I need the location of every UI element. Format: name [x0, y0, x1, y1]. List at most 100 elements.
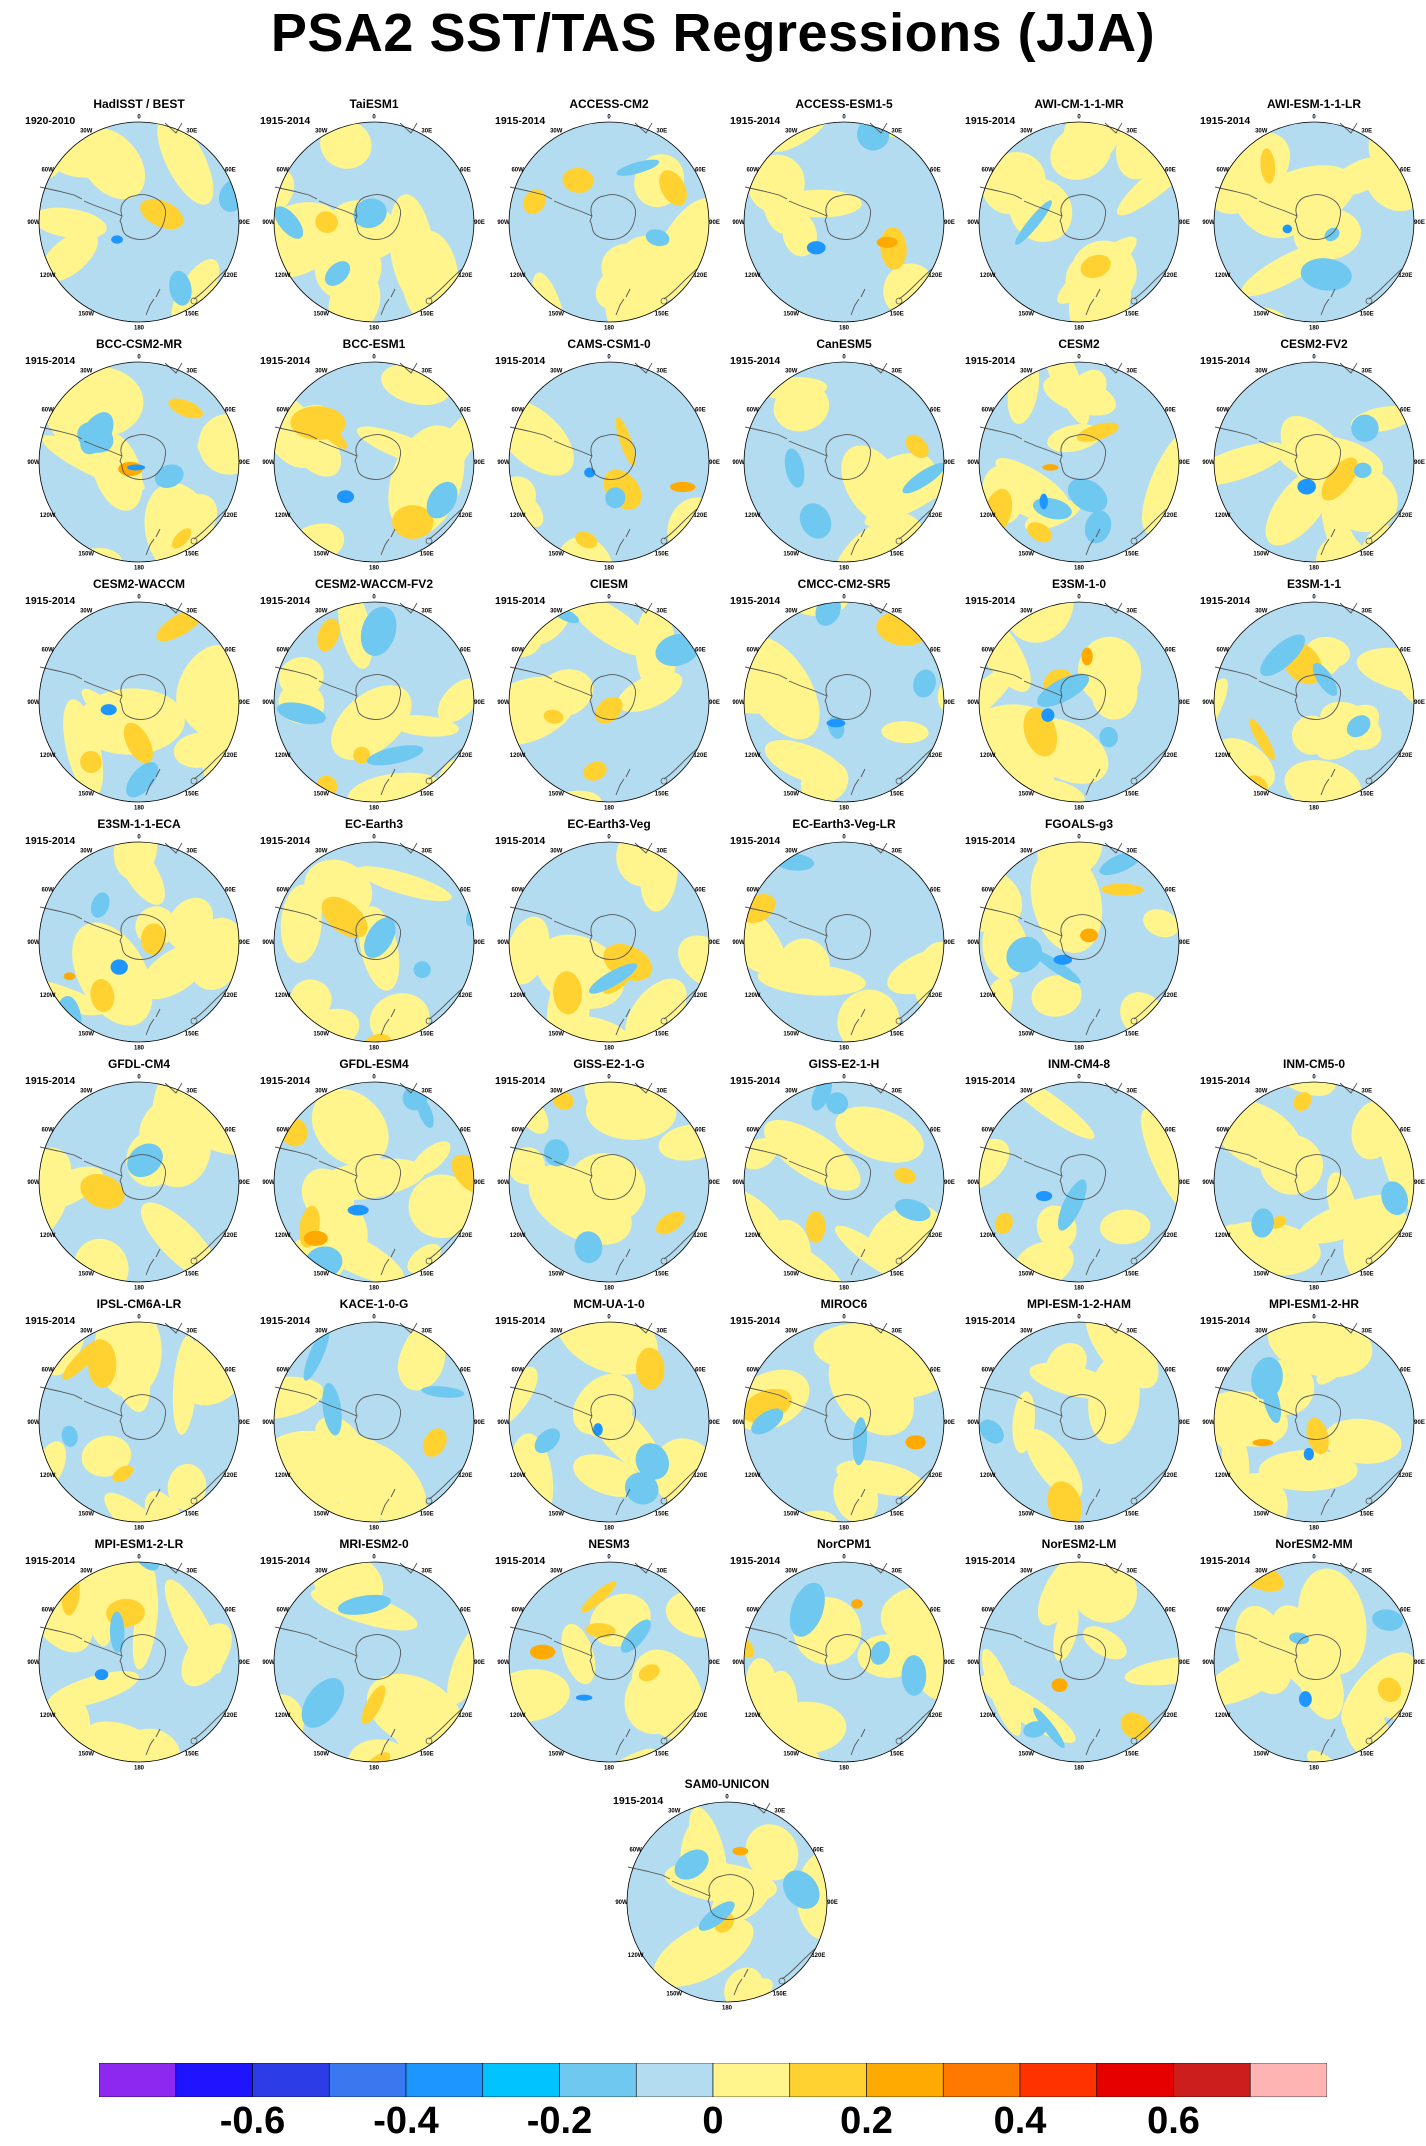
polar-stereographic-map: 0 30E 60E 90E 120E 150E 180 150W 120W 90W 60W 30W [27, 595, 250, 812]
longitude-label: 180 [1309, 806, 1320, 812]
longitude-label: 30W [1020, 1089, 1033, 1095]
panel-period: 1915-2014 [495, 1555, 546, 1567]
polar-stereographic-map: 0 30E 60E 90E 120E 150E 180 150W 120W 90W 60W 30W [27, 1555, 250, 1772]
map-border [1213, 1321, 1415, 1523]
map-border [273, 1081, 475, 1283]
australia-coastline [1133, 748, 1168, 780]
regression-field [744, 602, 944, 802]
longitude-label: 0 [607, 595, 611, 601]
longitude-label: 120E [458, 993, 472, 999]
longitude-label: 120E [693, 1473, 707, 1479]
map-panel: INM-CM5-0 1915-2014 0 30E 60E 90E 120E 150E 180 1… [1197, 1057, 1426, 1297]
antarctica-coastline [119, 434, 167, 480]
longitude-label: 30W [1020, 609, 1033, 615]
longitude-label: 90W [732, 940, 745, 946]
new-zealand-coastline [1085, 1488, 1101, 1516]
longitude-label: 0 [1077, 835, 1081, 841]
antarctica-coastline [119, 1154, 167, 1200]
panel-title: CESM2-WACCM-FV2 [314, 577, 433, 591]
tasmania-coastline [1130, 537, 1138, 545]
longitude-label: 150E [1360, 1751, 1374, 1757]
map-border [38, 1081, 240, 1283]
longitude-label: 90W [967, 1420, 980, 1426]
panel-title: NorESM2-MM [1275, 1537, 1353, 1551]
australia-coastline [428, 508, 463, 540]
longitude-label: 90E [474, 460, 485, 466]
longitude-label: 60W [981, 407, 994, 413]
figure-title: PSA2 SST/TAS Regressions (JJA) [270, 3, 1156, 63]
longitude-label: 30W [785, 849, 798, 855]
south-america-coastline [509, 426, 553, 440]
longitude-label: 60W [746, 1607, 759, 1613]
australia-coastline [1133, 268, 1168, 300]
australia-coastline [1133, 988, 1168, 1020]
regression-field [274, 362, 474, 562]
longitude-label: 120W [510, 1473, 526, 1479]
map-border [743, 841, 945, 1043]
new-zealand-coastline [1320, 768, 1336, 796]
antarctica-coastline [824, 674, 872, 720]
tasmania-coastline [660, 777, 668, 785]
polar-stereographic-map: 0 30E 60E 90E 120E 150E 180 150W 120W 90W 60W 30W [27, 835, 250, 1052]
longitude-label: 120E [693, 273, 707, 279]
colorbar-segment [866, 2063, 944, 2097]
antarctic-peninsula [1258, 440, 1298, 457]
colorbar-segment [328, 2063, 407, 2097]
longitude-label: 150W [548, 1031, 564, 1037]
antarctica-coastline [589, 674, 637, 720]
longitude-label: 180 [604, 1046, 615, 1052]
longitude-label: 90W [497, 460, 510, 466]
tasmania-coastline [1365, 1737, 1373, 1745]
regression-field [274, 1322, 474, 1522]
longitude-label: 0 [1077, 595, 1081, 601]
new-zealand-coastline [1085, 1008, 1101, 1036]
polar-stereographic-map: 0 30E 60E 90E 120E 150E 180 150W 120W 90W 60W 30W [497, 1075, 720, 1292]
south-america-coastline [39, 1386, 83, 1400]
longitude-label: 0 [842, 595, 846, 601]
longitude-label: 150E [420, 311, 434, 317]
longitude-label: 0 [842, 115, 846, 121]
australia-coastline [663, 748, 698, 780]
panel-title: ACCESS-ESM1-5 [795, 97, 893, 111]
antarctic-peninsula [1023, 440, 1063, 457]
longitude-label: 150E [773, 1991, 787, 1997]
longitude-label: 150E [185, 1271, 199, 1277]
longitude-label: 30E [421, 1329, 432, 1335]
polar-stereographic-map: 0 30E 60E 90E 120E 150E 180 150W 120W 90W 60W 30W [1202, 1315, 1425, 1532]
longitude-label: 150W [783, 791, 799, 797]
longitude-label: 150E [655, 311, 669, 317]
south-america-coastline [979, 1626, 1023, 1640]
longitude-label: 150W [1018, 1751, 1034, 1757]
panel-period: 1915-2014 [1200, 355, 1251, 367]
panel-period: 1915-2014 [1200, 1315, 1251, 1327]
longitude-label: 90W [732, 1660, 745, 1666]
antarctica-coastline [1059, 1394, 1107, 1440]
longitude-label: 60W [746, 887, 759, 893]
tasmania-coastline [1365, 1257, 1373, 1265]
australia-coastline [1133, 508, 1168, 540]
longitude-label: 90E [1414, 220, 1425, 226]
antarctica-coastline [354, 434, 402, 480]
map-border [508, 1081, 710, 1283]
antarctica-coastline [589, 434, 637, 480]
longitude-label: 90W [27, 1420, 40, 1426]
longitude-label: 30W [550, 609, 563, 615]
longitude-label: 90E [709, 1660, 720, 1666]
tasmania-coastline [895, 777, 903, 785]
longitude-label: 30E [656, 1089, 667, 1095]
longitude-label: 180 [1309, 1526, 1320, 1532]
map-panel: BCC-ESM1 1915-2014 0 30E 60E 90E 120E 150E 180 15… [257, 337, 491, 577]
map-border [743, 121, 945, 323]
longitude-label: 0 [372, 1315, 376, 1321]
longitude-label: 60E [695, 887, 706, 893]
australia-coastline [1133, 1468, 1168, 1500]
tasmania-coastline [425, 1257, 433, 1265]
longitude-label: 120E [1163, 1473, 1177, 1479]
south-america-coastline [979, 1386, 1023, 1400]
longitude-label: 0 [372, 835, 376, 841]
map-border [508, 601, 710, 803]
longitude-label: 30W [80, 1089, 93, 1095]
longitude-label: 60E [1165, 1367, 1176, 1373]
map-panel: SAM0-UNICON 1915-2014 0 30E 60E 90E 120E 150E 18… [610, 1777, 844, 2017]
map-panel: IPSL-CM6A-LR 1915-2014 0 30E 60E 90E 120E 150E 1… [22, 1297, 256, 1537]
